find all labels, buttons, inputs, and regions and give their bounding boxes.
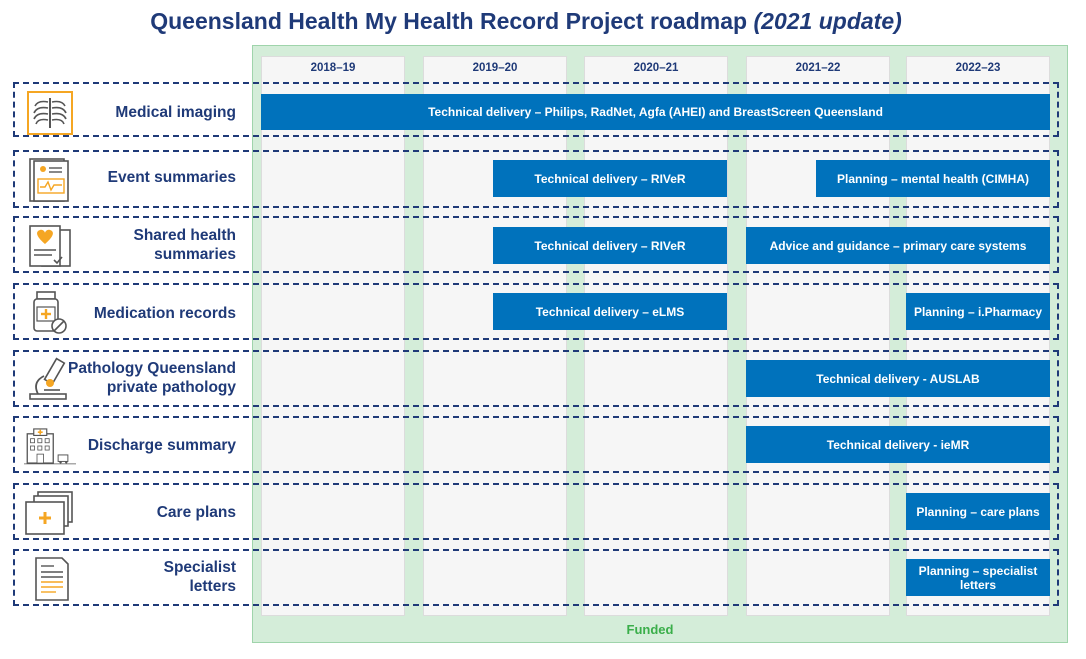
care-plan-icon — [25, 491, 73, 535]
row-label-medication-records: Medication records — [93, 305, 236, 322]
roadmap-bar-specialist-letters: Planning – specialist letters — [906, 559, 1050, 596]
roadmap-bar-shared-health-advice: Advice and guidance – primary care syste… — [746, 227, 1050, 264]
row-frame-shared-health-summaries — [13, 216, 1059, 273]
row-label-medical-imaging: Medical imaging — [115, 104, 236, 121]
row-frame-pathology — [13, 350, 1059, 407]
letter-icon — [35, 557, 69, 601]
funded-label: Funded — [626, 622, 674, 637]
row-label-specialist-letters: Specialist letters — [163, 559, 236, 595]
title-sub: (2021 update) — [753, 8, 902, 34]
roadmap-bar-medication-ipharmacy: Planning – i.Pharmacy — [906, 293, 1050, 330]
year-column: 2018–19 — [261, 56, 405, 616]
year-label: 2020–21 — [633, 62, 679, 74]
row-label-shared-health-summaries: Shared health summaries — [133, 227, 237, 263]
roadmap-bar-care-plans: Planning – care plans — [906, 493, 1050, 530]
row-frame-medical-imaging — [13, 82, 1059, 137]
medicine-bottle-icon — [33, 291, 67, 334]
year-label: 2018–19 — [310, 62, 356, 74]
year-column: 2021–22 — [746, 56, 890, 616]
xray-icon — [27, 91, 73, 135]
year-label: 2022–23 — [955, 62, 1001, 74]
roadmap-bar-discharge-iemr: Technical delivery - ieMR — [746, 426, 1050, 463]
row-frame-specialist-letters — [13, 549, 1059, 606]
microscope-icon — [29, 357, 67, 400]
year-column: 2020–21 — [584, 56, 728, 616]
heart-document-icon — [29, 225, 71, 267]
roadmap-bar-event-summaries-river: Technical delivery – RIVeR — [493, 160, 727, 197]
hospital-icon — [24, 428, 76, 465]
year-label: 2019–20 — [472, 62, 518, 74]
roadmap-bar-event-summaries-cimha: Planning – mental health (CIMHA) — [816, 160, 1050, 197]
roadmap-bar-medical-imaging: Technical delivery – Philips, RadNet, Ag… — [261, 94, 1050, 130]
row-label-pathology: Pathology Queensland private pathology — [68, 360, 236, 396]
row-frame-event-summaries — [13, 150, 1059, 208]
row-label-event-summaries: Event summaries — [107, 169, 236, 186]
year-column: 2019–20 — [423, 56, 567, 616]
row-label-discharge-summary: Discharge summary — [87, 437, 236, 454]
document-chart-icon — [29, 158, 69, 202]
row-frame-discharge-summary — [13, 416, 1059, 473]
title-main: Queensland Health My Health Record Proje… — [150, 8, 748, 34]
roadmap-bar-pathology-auslab: Technical delivery - AUSLAB — [746, 360, 1050, 397]
row-label-care-plans: Care plans — [156, 504, 236, 521]
row-frame-care-plans — [13, 483, 1059, 540]
row-frame-medication-records — [13, 283, 1059, 340]
page-title: Queensland Health My Health Record Proje… — [0, 8, 1052, 35]
roadmap-bar-shared-health-river: Technical delivery – RIVeR — [493, 227, 727, 264]
roadmap-bar-medication-elms: Technical delivery – eLMS — [493, 293, 727, 330]
year-label: 2021–22 — [795, 62, 841, 74]
